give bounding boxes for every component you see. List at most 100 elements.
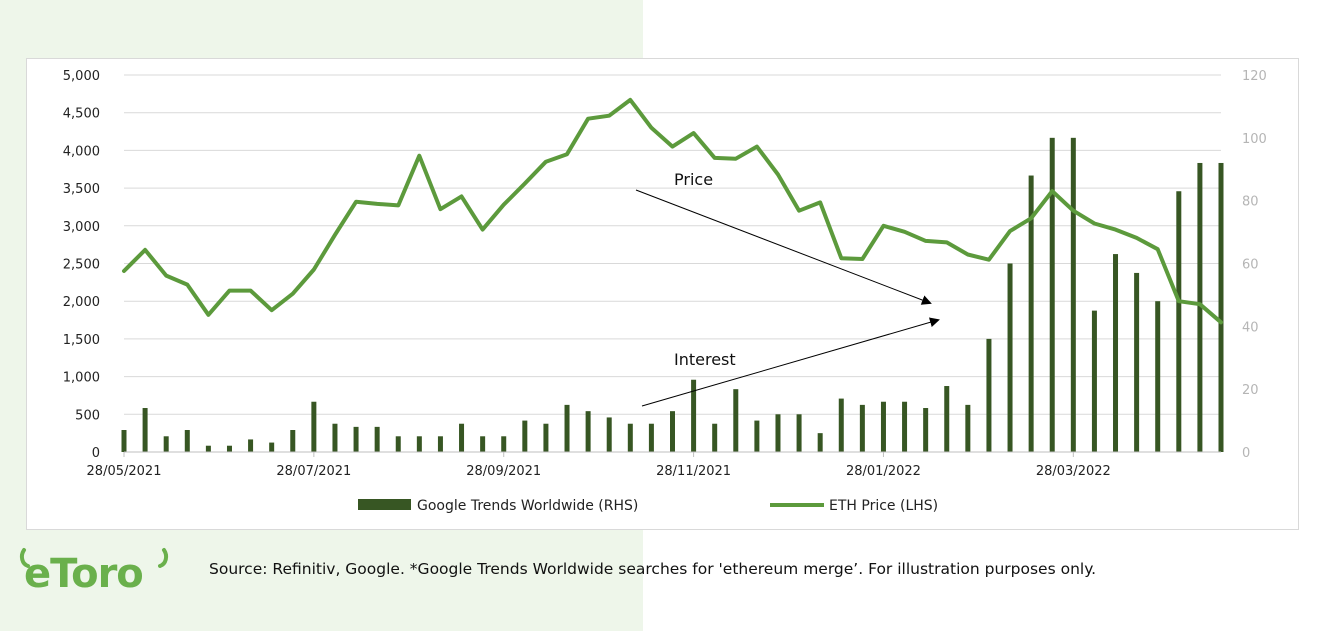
eth-price-point <box>1199 303 1201 305</box>
bar <box>944 386 950 452</box>
eth-price-point <box>819 201 821 203</box>
eth-price-point <box>144 249 146 251</box>
bar-series <box>121 137 1224 453</box>
price-arrow <box>635 189 932 305</box>
bar <box>817 433 823 452</box>
bar <box>712 423 718 452</box>
bar <box>754 420 760 452</box>
bar <box>269 442 275 452</box>
bar <box>775 414 781 452</box>
bar <box>163 436 169 452</box>
y-left-tick-label: 1,000 <box>63 371 100 386</box>
bar <box>796 414 802 452</box>
eth-price-point <box>397 204 399 206</box>
axes: 0 500 1,000 1,500 2,000 2,500 3,000 3,500 4,000 4… <box>63 69 1267 479</box>
eth-price-point <box>672 146 673 148</box>
bar <box>859 404 865 452</box>
eth-price-point <box>123 270 125 272</box>
eth-price-point <box>313 269 315 271</box>
eth-price-point <box>756 146 758 148</box>
x-tick-label: 28/05/2021 <box>87 464 162 479</box>
eth-price-point <box>693 132 695 134</box>
y-right-tick-label: 120 <box>1242 69 1267 84</box>
bar <box>142 408 148 452</box>
eth-price-point <box>376 203 378 205</box>
bar <box>205 445 211 452</box>
bar <box>670 411 675 452</box>
svg-text:eToro: eToro <box>24 551 143 597</box>
eth-price-point <box>418 155 420 157</box>
eth-price-point <box>439 208 441 210</box>
annotation-price: Price <box>674 170 713 189</box>
eth-price-point <box>946 241 948 243</box>
bar <box>437 436 443 452</box>
eth-price-point <box>1136 237 1138 239</box>
legend-bar-label: Google Trends Worldwide (RHS) <box>417 498 638 514</box>
gridlines <box>124 74 1221 415</box>
y-left-tick-label: 4,500 <box>63 107 100 122</box>
bar <box>1218 162 1224 452</box>
x-tick-label: 28/01/2022 <box>846 464 921 479</box>
eth-price-point <box>608 115 610 117</box>
eth-price-point <box>735 158 737 160</box>
bar <box>1007 263 1013 452</box>
bar <box>838 398 844 452</box>
eth-price-point <box>165 275 167 277</box>
y-left-tick-label: 3,500 <box>63 182 100 197</box>
eth-price-point <box>524 183 526 185</box>
y-left-tick-label: 3,000 <box>63 220 100 235</box>
eth-price-point <box>186 284 188 286</box>
bar <box>1134 272 1140 452</box>
eth-price-point <box>650 127 652 129</box>
y-left-tick-label: 0 <box>92 446 100 461</box>
y-right-tick-label: 80 <box>1242 195 1259 210</box>
bar <box>606 417 612 452</box>
bar <box>311 401 317 452</box>
x-tick-label: 28/09/2021 <box>466 464 541 479</box>
bar <box>522 420 528 452</box>
eth-price-point <box>271 309 273 311</box>
eth-price-point <box>228 290 230 292</box>
bar <box>691 379 697 452</box>
eth-price-point <box>840 257 842 259</box>
eth-price-point <box>503 204 505 206</box>
bar <box>290 430 296 452</box>
eth-price-point <box>1051 190 1053 192</box>
y-left-tick-label: 5,000 <box>63 69 100 84</box>
eth-price-point <box>587 118 589 120</box>
eth-price-line <box>122 97 1223 325</box>
bar <box>627 423 633 452</box>
eth-price-point <box>1072 210 1074 212</box>
y-left-tick-label: 2,000 <box>63 295 100 310</box>
eth-price-point <box>566 153 568 155</box>
y-left-tick-label: 500 <box>75 408 100 423</box>
legend-bar-swatch <box>358 499 411 510</box>
bar <box>733 389 739 452</box>
eth-price-point <box>861 258 863 260</box>
y-right-tick-label: 20 <box>1242 383 1259 398</box>
eth-price-point <box>355 201 357 203</box>
y-left-tick-label: 1,500 <box>63 333 100 348</box>
bar <box>564 404 570 452</box>
bar <box>902 401 908 452</box>
bar <box>986 338 992 452</box>
y-right-tick-label: 40 <box>1242 320 1259 335</box>
bar <box>226 445 232 452</box>
y-left-tick-label: 4,000 <box>63 144 100 159</box>
x-tick-label: 28/03/2022 <box>1036 464 1111 479</box>
bar <box>332 423 338 452</box>
eth-price-point <box>1178 300 1180 302</box>
eth-price-point <box>629 99 631 101</box>
y-right-tick-label: 0 <box>1242 446 1250 461</box>
bar <box>501 436 507 452</box>
eth-price-point <box>714 157 716 159</box>
line-series <box>122 97 1223 325</box>
bar <box>1197 162 1203 452</box>
bar <box>353 426 359 452</box>
eth-price-point <box>545 161 547 163</box>
etoro-logo: eToro <box>19 548 169 597</box>
eth-price-point <box>482 229 484 231</box>
eth-price-point <box>1220 321 1222 323</box>
bar <box>416 436 422 452</box>
x-tick-label: 28/07/2021 <box>276 464 351 479</box>
